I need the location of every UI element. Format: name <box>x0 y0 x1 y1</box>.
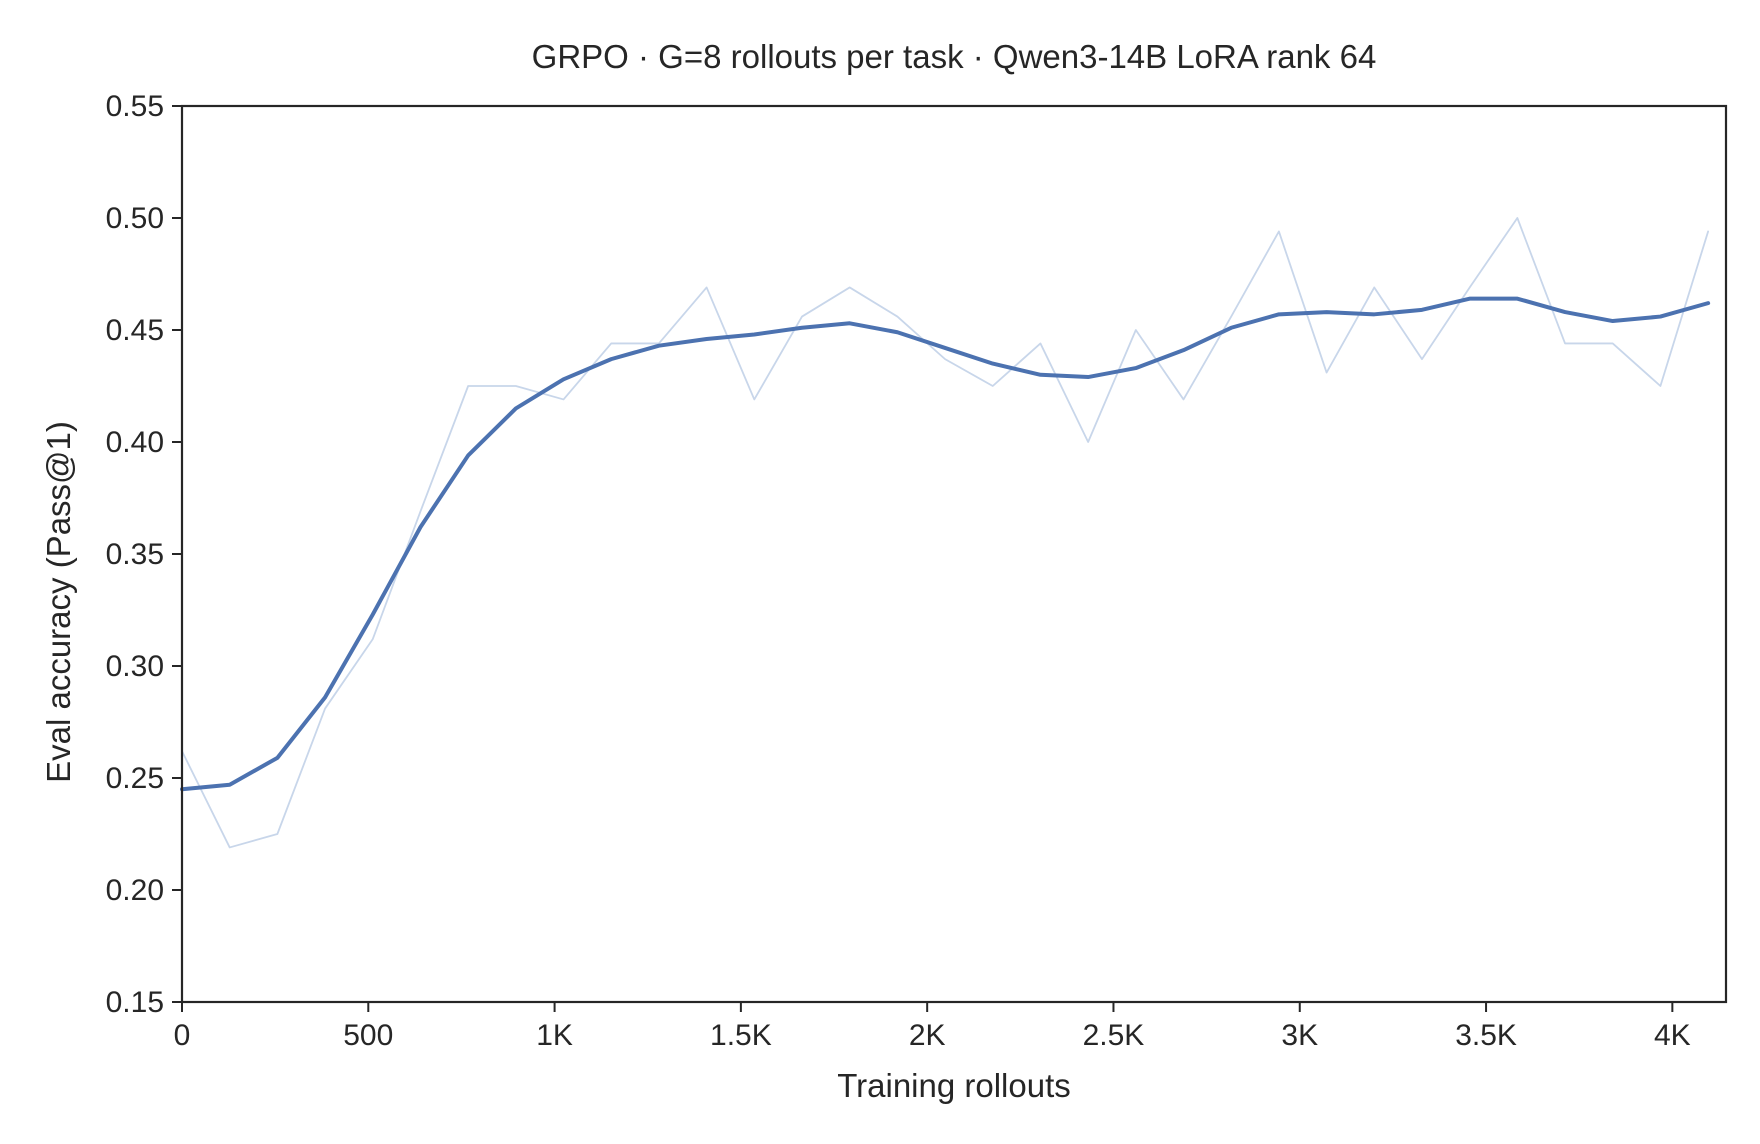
y-tick-label: 0.25 <box>106 762 164 795</box>
x-tick-label: 1K <box>536 1019 573 1052</box>
y-tick-label: 0.55 <box>106 90 164 123</box>
x-tick-label: 500 <box>343 1019 393 1052</box>
smoothed-series-line <box>180 296 1711 792</box>
plot-frame <box>180 104 1728 1004</box>
y-tick-label: 0.35 <box>106 538 164 571</box>
plot-area <box>180 217 1711 849</box>
y-axis-title: Eval accuracy (Pass@1) <box>40 421 77 783</box>
y-tick-label: 0.15 <box>106 986 164 1019</box>
y-tick-label: 0.50 <box>106 202 164 235</box>
y-tick-label: 0.40 <box>106 426 164 459</box>
x-tick-label: 4K <box>1654 1019 1691 1052</box>
y-tick-label: 0.45 <box>106 314 164 347</box>
y-tick-label: 0.30 <box>106 650 164 683</box>
x-tick-label: 1.5K <box>710 1019 772 1052</box>
x-tick-label: 0 <box>174 1019 191 1052</box>
chart-title: GRPO · G=8 rollouts per task · Qwen3-14B… <box>532 38 1377 75</box>
x-tick-label: 3K <box>1281 1019 1318 1052</box>
y-tick-label: 0.20 <box>106 874 164 907</box>
x-tick-label: 3.5K <box>1455 1019 1517 1052</box>
x-axis-title: Training rollouts <box>837 1067 1071 1104</box>
x-axis: 0 500 1K 1.5K 2K 2.5K 3K 3.5K 4K <box>174 1002 1691 1052</box>
raw-series-line <box>181 217 1710 849</box>
x-tick-label: 2.5K <box>1083 1019 1145 1052</box>
x-tick-label: 2K <box>909 1019 946 1052</box>
y-axis: 0.15 0.20 0.25 0.30 0.35 0.40 0.45 0.50 0.55 <box>106 90 182 1019</box>
